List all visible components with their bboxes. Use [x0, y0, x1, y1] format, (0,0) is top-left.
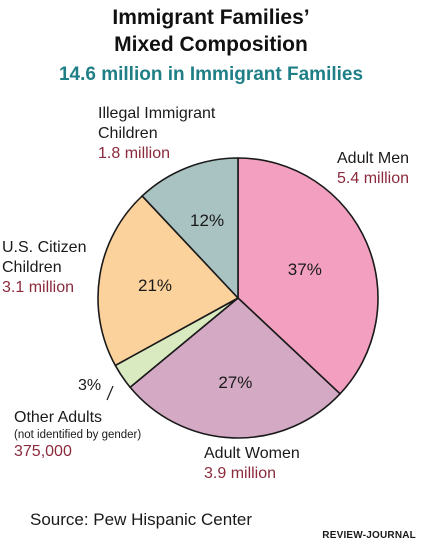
value-us-citizen-children: 3.1 million [2, 279, 75, 296]
chart-subtitle: 14.6 million in Immigrant Families [58, 64, 364, 85]
publisher-credit: REVIEW-JOURNAL [322, 530, 416, 541]
label-adult-women-name: Adult Women [204, 445, 300, 462]
slice-adult-women [129, 297, 341, 439]
slice-percent-u-s-citizen-children: 21% [138, 276, 172, 295]
value-adult-men: 5.4 million [337, 170, 410, 187]
slice-u-s-citizen-children [97, 195, 239, 367]
label-illegal-line-1: Illegal Immigrant [98, 105, 216, 122]
slice-percent-adult-women: 27% [218, 373, 252, 392]
label-adult-women: Adult Women 3.9 million [204, 444, 300, 484]
slice-illegal-immigrant-children [141, 157, 239, 299]
source-note: Source: Pew Hispanic Center [30, 510, 253, 529]
label-us-citizen-children: U.S. Citizen Children 3.1 million [2, 238, 86, 298]
label-illegal-line-2: Children [98, 125, 158, 142]
label-other-adults-note: (not identified by gender) [14, 429, 142, 441]
value-illegal-immigrant-children: 1.8 million [98, 145, 171, 162]
leader-line-other-adults [106, 385, 114, 401]
chart-title-line-2: Mixed Composition [114, 33, 308, 56]
label-citizen-line-2: Children [2, 259, 62, 276]
label-other-adults: Other Adults (not identified by gender) … [14, 408, 141, 462]
value-other-adults: 375,000 [14, 443, 72, 460]
slice-percent-illegal-immigrant-children: 12% [190, 211, 224, 230]
value-adult-women: 3.9 million [204, 465, 277, 482]
label-other-adults-name: Other Adults [14, 409, 103, 426]
label-citizen-line-1: U.S. Citizen [2, 239, 87, 256]
percent-other-adults: 3% [78, 377, 102, 394]
slice-adult-men [237, 157, 379, 395]
slice-percent-adult-men: 37% [288, 260, 322, 279]
label-adult-men-name: Adult Men [337, 150, 410, 167]
label-adult-men: Adult Men 5.4 million [337, 149, 409, 189]
label-illegal-immigrant-children: Illegal Immigrant Children 1.8 million [98, 104, 215, 164]
chart-title-line-1: Immigrant Families’ [112, 6, 310, 29]
